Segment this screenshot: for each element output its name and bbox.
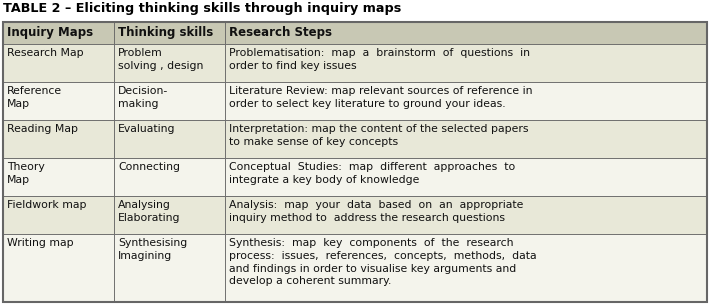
Bar <box>3 22 114 44</box>
Text: Fieldwork map: Fieldwork map <box>7 200 87 210</box>
Bar <box>3 158 114 196</box>
Bar <box>114 158 226 196</box>
Text: Inquiry Maps: Inquiry Maps <box>7 26 93 39</box>
Text: Synthesis:  map  key  components  of  the  research
process:  issues,  reference: Synthesis: map key components of the res… <box>229 238 537 286</box>
Text: Research Map: Research Map <box>7 48 84 58</box>
Bar <box>3 44 114 82</box>
Text: Literature Review: map relevant sources of reference in
order to select key lite: Literature Review: map relevant sources … <box>229 86 533 109</box>
Text: TABLE 2 – Eliciting thinking skills through inquiry maps: TABLE 2 – Eliciting thinking skills thro… <box>3 2 401 15</box>
Text: Analysing
Elaborating: Analysing Elaborating <box>119 200 181 223</box>
Text: Reading Map: Reading Map <box>7 124 78 134</box>
Bar <box>226 158 707 196</box>
Bar <box>114 44 226 82</box>
Text: Conceptual  Studies:  map  different  approaches  to
integrate a key body of kno: Conceptual Studies: map different approa… <box>229 162 515 185</box>
Text: Problem
solving , design: Problem solving , design <box>119 48 204 71</box>
Bar <box>226 120 707 158</box>
Text: Theory
Map: Theory Map <box>7 162 45 185</box>
Bar <box>114 22 226 44</box>
Text: Research Steps: Research Steps <box>229 26 332 39</box>
Bar <box>3 196 114 234</box>
Text: Analysis:  map  your  data  based  on  an  appropriate
inquiry method to  addres: Analysis: map your data based on an appr… <box>229 200 524 223</box>
Bar <box>226 82 707 120</box>
Bar <box>226 22 707 44</box>
Text: Problematisation:  map  a  brainstorm  of  questions  in
order to find key issue: Problematisation: map a brainstorm of qu… <box>229 48 530 71</box>
Text: Thinking skills: Thinking skills <box>119 26 214 39</box>
Text: Connecting: Connecting <box>119 162 180 172</box>
Bar <box>3 82 114 120</box>
Bar <box>226 44 707 82</box>
Bar <box>114 196 226 234</box>
Bar <box>114 82 226 120</box>
Text: Evaluating: Evaluating <box>119 124 176 134</box>
Bar <box>3 120 114 158</box>
Bar <box>114 234 226 302</box>
Text: Synthesising
Imagining: Synthesising Imagining <box>119 238 187 261</box>
Text: Interpretation: map the content of the selected papers
to make sense of key conc: Interpretation: map the content of the s… <box>229 124 529 147</box>
Bar <box>226 196 707 234</box>
Bar <box>3 234 114 302</box>
Text: Reference
Map: Reference Map <box>7 86 62 109</box>
Text: Decision-
making: Decision- making <box>119 86 168 109</box>
Bar <box>114 120 226 158</box>
Text: Writing map: Writing map <box>7 238 74 248</box>
Bar <box>226 234 707 302</box>
